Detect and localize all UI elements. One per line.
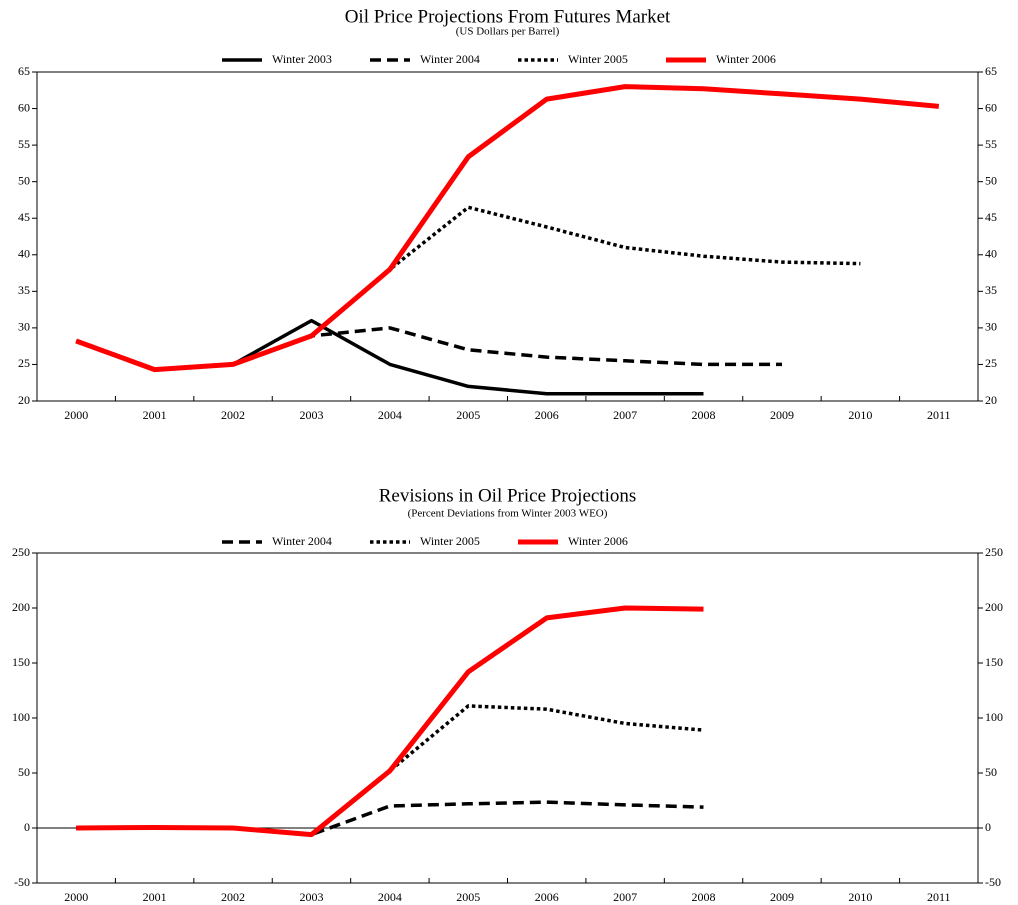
chart-title: Oil Price Projections From Futures Marke… — [345, 6, 671, 27]
y2-tick-label: 50 — [985, 173, 997, 187]
y2-tick-label: 45 — [985, 210, 997, 224]
y2-tick-label: 250 — [985, 545, 1003, 559]
y2-tick-label: 50 — [985, 765, 997, 779]
x-tick-label: 2001 — [143, 408, 167, 422]
y2-tick-label: 200 — [985, 600, 1003, 614]
y-tick-label: 40 — [18, 247, 30, 261]
y-tick-label: 25 — [18, 356, 30, 370]
y2-tick-label: 55 — [985, 137, 997, 151]
legend-label: Winter 2004 — [420, 52, 480, 66]
legend-label: Winter 2004 — [272, 534, 332, 548]
y-tick-label: 30 — [18, 320, 30, 334]
y-tick-label: 50 — [18, 173, 30, 187]
x-tick-label: 2004 — [378, 408, 402, 422]
y-tick-label: 35 — [18, 283, 30, 297]
x-tick-label: 2011 — [927, 890, 951, 904]
x-tick-label: 2011 — [927, 408, 951, 422]
chart-subtitle: (US Dollars per Barrel) — [456, 26, 560, 38]
x-tick-label: 2002 — [221, 408, 245, 422]
legend-label: Winter 2003 — [272, 52, 332, 66]
y-tick-label: 0 — [24, 820, 30, 834]
y2-tick-label: 60 — [985, 100, 997, 114]
series-line — [76, 605, 704, 838]
y-tick-label: 200 — [12, 600, 30, 614]
series-line — [75, 326, 782, 372]
legend-label: Winter 2006 — [568, 534, 628, 548]
y2-tick-label: 100 — [985, 710, 1003, 724]
legend-label: Winter 2006 — [716, 52, 776, 66]
y2-tick-label: 0 — [985, 820, 991, 834]
series-line — [75, 84, 940, 373]
x-tick-label: 2003 — [299, 408, 323, 422]
x-tick-label: 2006 — [535, 408, 559, 422]
legend-label: Winter 2005 — [568, 52, 628, 66]
y-tick-label: 20 — [18, 393, 30, 407]
x-tick-label: 2000 — [64, 408, 88, 422]
x-tick-label: 2002 — [221, 890, 245, 904]
y-tick-label: 60 — [18, 100, 30, 114]
y2-tick-label: 40 — [985, 247, 997, 261]
x-tick-label: 2007 — [613, 408, 637, 422]
y2-tick-label: -50 — [985, 875, 1001, 889]
x-tick-label: 2010 — [848, 890, 872, 904]
y-tick-label: -50 — [14, 875, 30, 889]
y-tick-label: 50 — [18, 765, 30, 779]
y-tick-label: 45 — [18, 210, 30, 224]
y-tick-label: 250 — [12, 545, 30, 559]
y-tick-label: 55 — [18, 137, 30, 151]
y-tick-label: 100 — [12, 710, 30, 724]
x-tick-label: 2000 — [64, 890, 88, 904]
series-line — [75, 205, 861, 372]
chart-subtitle: (Percent Deviations from Winter 2003 WEO… — [408, 508, 608, 520]
y2-tick-label: 150 — [985, 655, 1003, 669]
x-tick-label: 2007 — [613, 890, 637, 904]
x-tick-label: 2006 — [535, 890, 559, 904]
y2-tick-label: 65 — [985, 64, 997, 78]
x-tick-label: 2009 — [770, 890, 794, 904]
y2-tick-label: 30 — [985, 320, 997, 334]
y-tick-label: 150 — [12, 655, 30, 669]
plot-frame — [36, 71, 979, 402]
y2-tick-label: 35 — [985, 283, 997, 297]
series-line — [75, 318, 704, 396]
y-tick-label: 65 — [18, 64, 30, 78]
x-tick-label: 2005 — [456, 408, 480, 422]
x-tick-label: 2005 — [456, 890, 480, 904]
legend-label: Winter 2005 — [420, 534, 480, 548]
x-tick-label: 2003 — [299, 890, 323, 904]
x-tick-label: 2001 — [143, 890, 167, 904]
plot-frame — [36, 552, 979, 884]
x-tick-label: 2009 — [770, 408, 794, 422]
x-tick-label: 2008 — [692, 890, 716, 904]
x-tick-label: 2004 — [378, 890, 402, 904]
x-tick-label: 2008 — [692, 408, 716, 422]
x-tick-label: 2010 — [848, 408, 872, 422]
y2-tick-label: 20 — [985, 393, 997, 407]
chart-title: Revisions in Oil Price Projections — [379, 485, 637, 506]
y2-tick-label: 25 — [985, 356, 997, 370]
